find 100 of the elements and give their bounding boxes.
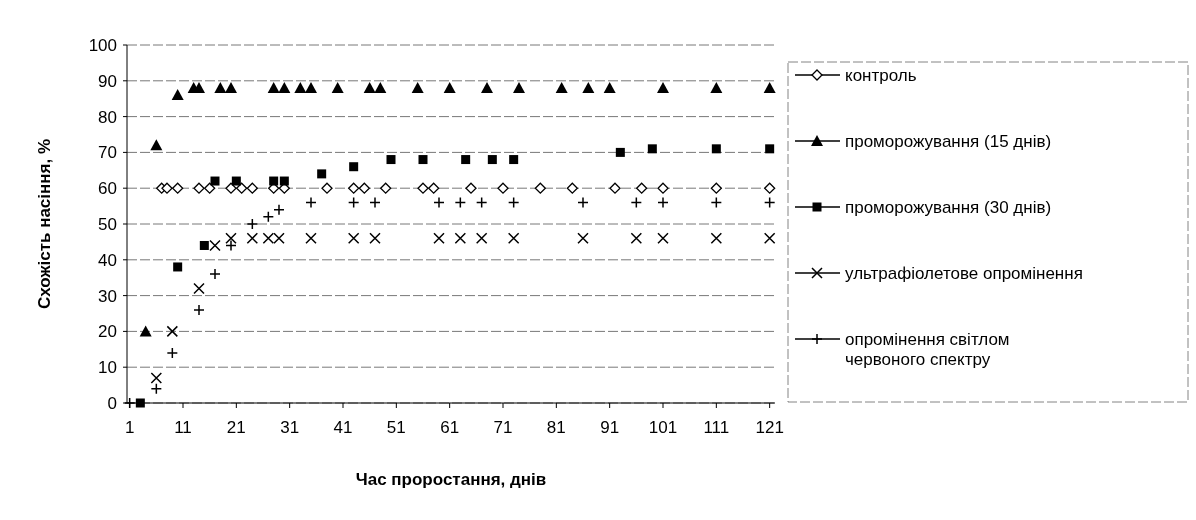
point [710, 182, 722, 194]
point [433, 196, 445, 209]
point [454, 232, 467, 245]
point [386, 155, 396, 165]
point [262, 211, 275, 223]
point [582, 81, 595, 93]
point [173, 262, 183, 272]
point [374, 81, 387, 93]
point [172, 182, 184, 194]
point [534, 182, 546, 194]
point [150, 372, 163, 384]
point [193, 182, 205, 194]
point [577, 196, 589, 209]
x-tick-label: 81 [546, 418, 566, 437]
point [273, 232, 285, 245]
y-tick-label: 10 [98, 358, 117, 378]
point [763, 232, 776, 245]
point [348, 182, 360, 194]
point [577, 232, 589, 245]
x-tick-label: 101 [648, 418, 678, 437]
point [171, 89, 184, 101]
point [433, 232, 445, 245]
point [267, 81, 280, 93]
point [262, 232, 275, 245]
x-tick-label: 121 [755, 418, 784, 437]
legend-label: опромінення світлом червоного спектру [845, 329, 1010, 370]
point [763, 196, 776, 209]
point [209, 239, 221, 252]
point [710, 81, 723, 93]
point [647, 144, 657, 154]
y-tick-label: 40 [98, 250, 117, 270]
point [139, 325, 152, 337]
point [161, 182, 173, 194]
point [278, 81, 291, 93]
x-tick-label: 61 [440, 418, 460, 437]
point [417, 182, 429, 194]
point [711, 144, 721, 154]
point [411, 81, 424, 93]
point [555, 81, 568, 93]
x-tick-label: 91 [600, 418, 620, 437]
point [765, 144, 775, 154]
legend-label: ультрафіолетове опромінення [845, 263, 1083, 283]
point [321, 182, 333, 194]
point [507, 196, 520, 209]
point [615, 147, 625, 157]
x-tick-label: 21 [226, 418, 246, 437]
point [636, 182, 648, 194]
point [363, 81, 376, 93]
point [269, 176, 279, 186]
point [710, 232, 723, 245]
point [454, 196, 467, 209]
x-axis-title: Час проростання, днів [355, 470, 547, 489]
point [317, 169, 327, 179]
y-tick-label: 90 [98, 71, 117, 91]
point [418, 155, 428, 165]
point [487, 155, 497, 165]
point [509, 155, 519, 165]
y-tick-label: 0 [107, 393, 117, 413]
y-tick-label: 80 [98, 107, 117, 127]
point [428, 182, 440, 194]
point [166, 325, 179, 338]
point [305, 196, 317, 209]
point [135, 398, 145, 408]
point [294, 81, 307, 93]
point [246, 182, 258, 194]
point [609, 182, 621, 194]
x-tick-label: 111 [703, 418, 730, 437]
point [246, 232, 259, 245]
point [764, 182, 776, 194]
point [497, 182, 509, 194]
point [513, 81, 525, 93]
point [193, 282, 205, 295]
legend-label: контроль [845, 65, 917, 85]
point [199, 240, 209, 250]
legend-label: проморожування (30 днів) [845, 197, 1052, 217]
point [166, 347, 179, 359]
point [305, 81, 317, 93]
point [657, 81, 669, 93]
point [475, 232, 488, 245]
point [507, 232, 520, 245]
point [231, 176, 241, 186]
x-tick-label: 11 [174, 418, 192, 437]
y-tick-label: 70 [98, 143, 117, 163]
point [369, 196, 381, 209]
point [279, 176, 289, 186]
y-tick-label: 60 [98, 179, 117, 199]
x-tick-label: 71 [493, 418, 513, 437]
x-tick-label: 31 [280, 418, 300, 437]
point [204, 182, 216, 194]
point [461, 155, 471, 165]
point [150, 139, 163, 151]
point [246, 218, 259, 230]
y-tick-label: 50 [98, 214, 117, 234]
point [657, 196, 669, 209]
y-tick-label: 30 [98, 286, 117, 306]
y-axis-title: Схожість насіння, % [35, 138, 54, 310]
x-tick-label: 1 [124, 418, 135, 437]
point [358, 182, 370, 194]
point [369, 232, 381, 245]
point [331, 81, 344, 93]
